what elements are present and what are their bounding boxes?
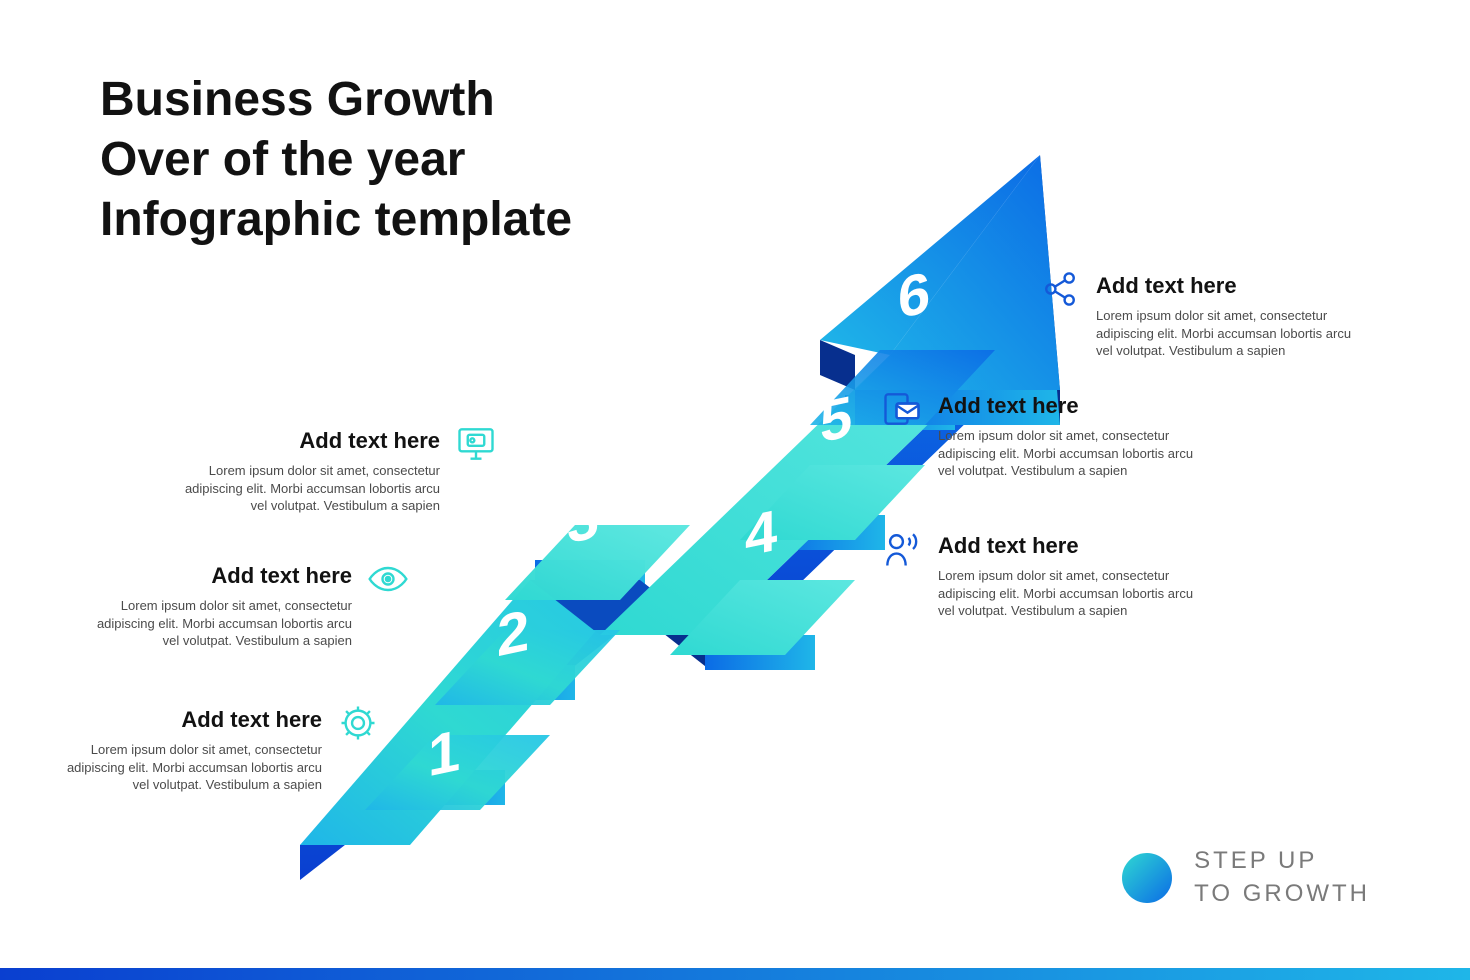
step-6-body: Lorem ipsum dolor sit amet, consectetur …: [1096, 307, 1356, 360]
step-4: Add text here Lorem ipsum dolor sit amet…: [938, 533, 1198, 620]
step-4-heading: Add text here: [938, 533, 1198, 559]
step-2-body: Lorem ipsum dolor sit amet, consectetur …: [92, 597, 352, 650]
step-number-5: 5: [820, 383, 852, 457]
gear-icon: [336, 701, 380, 745]
step-3-body: Lorem ipsum dolor sit amet, consectetur …: [180, 462, 440, 515]
monitor-icon: [454, 422, 498, 466]
step-number-4: 4: [745, 497, 777, 571]
eye-icon: [366, 557, 410, 601]
brand-line-2: TO GROWTH: [1194, 878, 1370, 910]
step-5: Add text here Lorem ipsum dolor sit amet…: [938, 393, 1198, 480]
step-1: Add text here Lorem ipsum dolor sit amet…: [62, 707, 322, 794]
step-number-2: 2: [497, 597, 529, 671]
step-4-body: Lorem ipsum dolor sit amet, consectetur …: [938, 567, 1198, 620]
speaker-icon: [880, 527, 924, 571]
step-1-heading: Add text here: [62, 707, 322, 733]
brand-line-1: STEP UP: [1194, 845, 1370, 877]
infographic-canvas: Business Growth Over of the year Infogra…: [0, 0, 1470, 980]
step-5-body: Lorem ipsum dolor sit amet, consectetur …: [938, 427, 1198, 480]
share-icon: [1038, 267, 1082, 311]
step-6: Add text here Lorem ipsum dolor sit amet…: [1096, 273, 1356, 360]
step-2: Add text here Lorem ipsum dolor sit amet…: [92, 563, 352, 650]
step-5-heading: Add text here: [938, 393, 1198, 419]
step-number-1: 1: [428, 717, 460, 791]
footer-accent-bar: [0, 968, 1470, 980]
step-6-heading: Add text here: [1096, 273, 1356, 299]
step-1-body: Lorem ipsum dolor sit amet, consectetur …: [62, 741, 322, 794]
step-number-3: 3: [567, 484, 599, 558]
step-3-heading: Add text here: [180, 428, 440, 454]
mail-icon: [880, 387, 924, 431]
brand-dot-icon: [1122, 853, 1172, 903]
brand-mark: STEP UP TO GROWTH: [1122, 845, 1370, 910]
step-3: Add text here Lorem ipsum dolor sit amet…: [180, 428, 440, 515]
step-2-heading: Add text here: [92, 563, 352, 589]
brand-text: STEP UP TO GROWTH: [1194, 845, 1370, 910]
step-number-6: 6: [898, 259, 930, 333]
